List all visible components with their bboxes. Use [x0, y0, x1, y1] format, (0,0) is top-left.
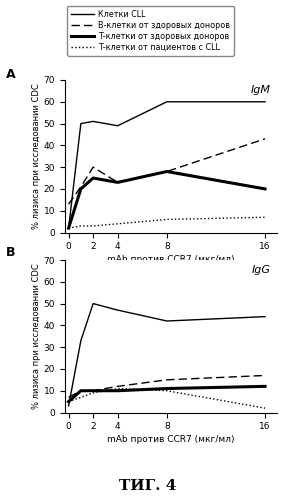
Text: A: A: [6, 68, 16, 80]
Text: IgG: IgG: [252, 264, 271, 274]
Legend: Клетки CLL, В-клетки от здоровых доноров, Т-клетки от здоровых доноров, Т-клетки: Клетки CLL, В-клетки от здоровых доноров…: [67, 6, 234, 56]
X-axis label: mAb против CCR7 (мкг/мл): mAb против CCR7 (мкг/мл): [107, 256, 235, 264]
Y-axis label: % лизиса при исследовании CDC: % лизиса при исследовании CDC: [32, 264, 41, 409]
Text: ΤИГ. 4: ΤИГ. 4: [119, 479, 176, 493]
Y-axis label: % лизиса при исследовании CDC: % лизиса при исследовании CDC: [32, 84, 41, 229]
Text: B: B: [6, 246, 15, 259]
Text: IgM: IgM: [251, 84, 271, 94]
X-axis label: mAb против CCR7 (мкг/мл): mAb против CCR7 (мкг/мл): [107, 436, 235, 444]
